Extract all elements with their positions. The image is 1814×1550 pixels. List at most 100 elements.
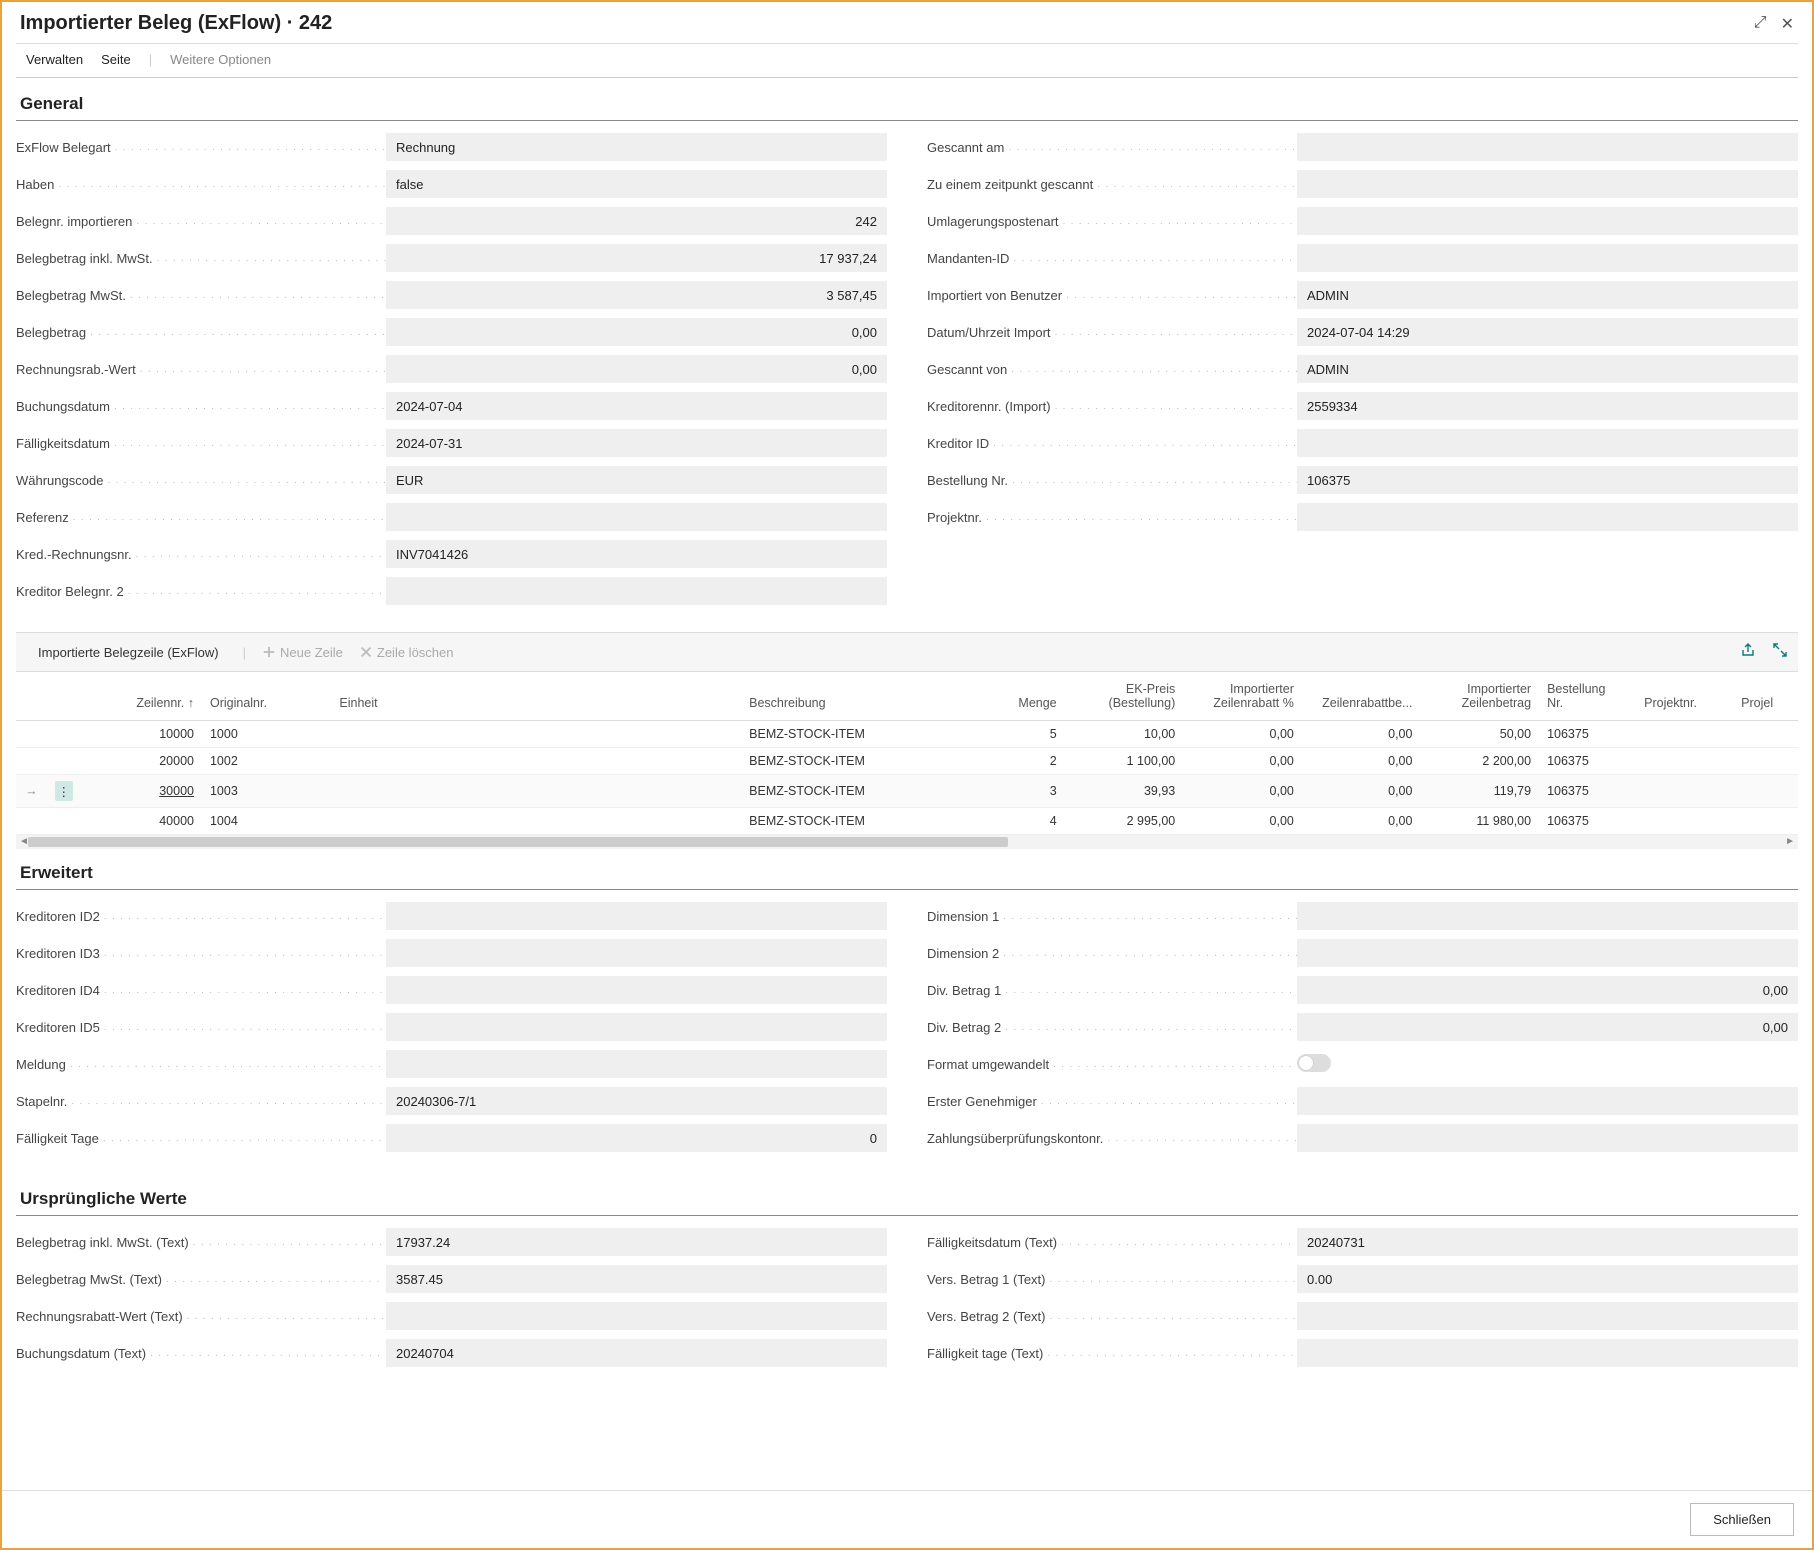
cell-ekpreis[interactable]: 2 995,00 bbox=[1065, 808, 1184, 835]
general-field[interactable]: Rechnung bbox=[386, 133, 887, 161]
share-icon[interactable] bbox=[1740, 642, 1756, 662]
cell-zeilenrabattbe[interactable]: 0,00 bbox=[1302, 775, 1421, 808]
cell-einheit[interactable] bbox=[331, 775, 741, 808]
urspruenglich-field[interactable]: 20240704 bbox=[386, 1339, 887, 1367]
tab-seite[interactable]: Seite bbox=[101, 52, 131, 67]
col-projel[interactable]: Projel bbox=[1733, 672, 1798, 721]
general-field[interactable]: 2024-07-04 bbox=[386, 392, 887, 420]
cell-projektnr[interactable] bbox=[1636, 748, 1733, 775]
cell-zeilenbetrag[interactable]: 2 200,00 bbox=[1420, 748, 1539, 775]
cell-projel[interactable] bbox=[1733, 721, 1798, 748]
cell-menge[interactable]: 4 bbox=[978, 808, 1064, 835]
cell-zeilennr[interactable]: 20000 bbox=[83, 748, 202, 775]
general-field[interactable]: INV7041426 bbox=[386, 540, 887, 568]
table-row[interactable]: 200001002BEMZ-STOCK-ITEM21 100,000,000,0… bbox=[16, 748, 1798, 775]
row-menu-button[interactable]: ⋮ bbox=[55, 781, 73, 801]
cell-zeilenbetrag[interactable]: 11 980,00 bbox=[1420, 808, 1539, 835]
delete-line-button[interactable]: Zeile löschen bbox=[359, 645, 454, 660]
cell-beschreibung[interactable]: BEMZ-STOCK-ITEM bbox=[741, 775, 978, 808]
urspruenglich-field[interactable]: 17937.24 bbox=[386, 1228, 887, 1256]
row-selector[interactable] bbox=[16, 808, 47, 835]
row-selector[interactable] bbox=[16, 721, 47, 748]
horizontal-scrollbar[interactable]: ◄ ► bbox=[16, 835, 1798, 849]
erweitert-field[interactable]: 0,00 bbox=[1297, 976, 1798, 1004]
close-icon[interactable]: ✕ bbox=[1781, 14, 1794, 34]
collapse-icon[interactable]: ⤢ bbox=[1754, 14, 1767, 34]
col-originalnr[interactable]: Originalnr. bbox=[202, 672, 331, 721]
cell-zeilenrabattbe[interactable]: 0,00 bbox=[1302, 721, 1421, 748]
subgrid-title[interactable]: Importierte Belegzeile (ExFlow) bbox=[26, 645, 227, 660]
col-menge[interactable]: Menge bbox=[978, 672, 1064, 721]
col-zeilenrabattbe[interactable]: Zeilenrabattbe... bbox=[1302, 672, 1421, 721]
general-field[interactable]: 0,00 bbox=[386, 355, 887, 383]
cell-bestellungnr[interactable]: 106375 bbox=[1539, 808, 1636, 835]
cell-einheit[interactable] bbox=[331, 808, 741, 835]
general-field[interactable]: ADMIN bbox=[1297, 355, 1798, 383]
erweitert-field[interactable] bbox=[386, 939, 887, 967]
urspruenglich-field[interactable] bbox=[1297, 1339, 1798, 1367]
cell-originalnr[interactable]: 1004 bbox=[202, 808, 331, 835]
general-field[interactable]: 2559334 bbox=[1297, 392, 1798, 420]
urspruenglich-field[interactable]: 20240731 bbox=[1297, 1228, 1798, 1256]
cell-zeilenbetrag[interactable]: 119,79 bbox=[1420, 775, 1539, 808]
erweitert-field[interactable] bbox=[386, 976, 887, 1004]
cell-zeilennr[interactable]: 10000 bbox=[83, 721, 202, 748]
urspruenglich-field[interactable]: 0.00 bbox=[1297, 1265, 1798, 1293]
erweitert-field[interactable] bbox=[1297, 902, 1798, 930]
scroll-thumb[interactable] bbox=[28, 837, 1008, 847]
tab-weitere-optionen[interactable]: Weitere Optionen bbox=[170, 52, 271, 67]
general-field[interactable] bbox=[386, 503, 887, 531]
erweitert-field[interactable] bbox=[1297, 1087, 1798, 1115]
general-field[interactable]: false bbox=[386, 170, 887, 198]
general-field[interactable]: 17 937,24 bbox=[386, 244, 887, 272]
general-field[interactable] bbox=[1297, 503, 1798, 531]
table-row[interactable]: 400001004BEMZ-STOCK-ITEM42 995,000,000,0… bbox=[16, 808, 1798, 835]
cell-bestellungnr[interactable]: 106375 bbox=[1539, 748, 1636, 775]
general-field[interactable]: 242 bbox=[386, 207, 887, 235]
cell-projel[interactable] bbox=[1733, 775, 1798, 808]
col-zeilenrabattpct[interactable]: ImportierterZeilenrabatt % bbox=[1183, 672, 1302, 721]
erweitert-field[interactable] bbox=[386, 1050, 887, 1078]
general-field[interactable]: ADMIN bbox=[1297, 281, 1798, 309]
cell-projel[interactable] bbox=[1733, 748, 1798, 775]
table-row[interactable]: 100001000BEMZ-STOCK-ITEM510,000,000,0050… bbox=[16, 721, 1798, 748]
cell-einheit[interactable] bbox=[331, 721, 741, 748]
general-field[interactable] bbox=[1297, 429, 1798, 457]
general-field[interactable]: EUR bbox=[386, 466, 887, 494]
col-projektnr[interactable]: Projektnr. bbox=[1636, 672, 1733, 721]
cell-zeilenrabattbe[interactable]: 0,00 bbox=[1302, 748, 1421, 775]
tab-verwalten[interactable]: Verwalten bbox=[26, 52, 83, 67]
general-field[interactable] bbox=[1297, 133, 1798, 161]
format-umgewandelt-toggle[interactable] bbox=[1297, 1054, 1331, 1072]
general-field[interactable] bbox=[1297, 207, 1798, 235]
erweitert-field[interactable]: 0 bbox=[386, 1124, 887, 1152]
cell-projektnr[interactable] bbox=[1636, 721, 1733, 748]
cell-zeilennr[interactable]: 40000 bbox=[83, 808, 202, 835]
general-field[interactable]: 0,00 bbox=[386, 318, 887, 346]
urspruenglich-field[interactable]: 3587.45 bbox=[386, 1265, 887, 1293]
general-field[interactable]: 2024-07-31 bbox=[386, 429, 887, 457]
cell-zeilennr[interactable]: 30000 bbox=[83, 775, 202, 808]
new-line-button[interactable]: Neue Zeile bbox=[262, 645, 343, 660]
cell-projel[interactable] bbox=[1733, 808, 1798, 835]
cell-einheit[interactable] bbox=[331, 748, 741, 775]
cell-projektnr[interactable] bbox=[1636, 808, 1733, 835]
general-field[interactable]: 106375 bbox=[1297, 466, 1798, 494]
col-ekpreis[interactable]: EK-Preis(Bestellung) bbox=[1065, 672, 1184, 721]
cell-menge[interactable]: 5 bbox=[978, 721, 1064, 748]
cell-originalnr[interactable]: 1000 bbox=[202, 721, 331, 748]
general-field[interactable]: 2024-07-04 14:29 bbox=[1297, 318, 1798, 346]
expand-icon[interactable] bbox=[1772, 642, 1788, 662]
erweitert-field[interactable] bbox=[1297, 1124, 1798, 1152]
cell-beschreibung[interactable]: BEMZ-STOCK-ITEM bbox=[741, 721, 978, 748]
cell-zeilenrabattpct[interactable]: 0,00 bbox=[1183, 808, 1302, 835]
general-field[interactable] bbox=[386, 577, 887, 605]
col-beschreibung[interactable]: Beschreibung bbox=[741, 672, 978, 721]
col-zeilennr[interactable]: Zeilennr. ↑ bbox=[83, 672, 202, 721]
erweitert-field[interactable]: 0,00 bbox=[1297, 1013, 1798, 1041]
general-field[interactable] bbox=[1297, 244, 1798, 272]
row-selector[interactable] bbox=[16, 748, 47, 775]
cell-originalnr[interactable]: 1002 bbox=[202, 748, 331, 775]
cell-zeilenrabattbe[interactable]: 0,00 bbox=[1302, 808, 1421, 835]
close-button[interactable]: Schließen bbox=[1690, 1503, 1794, 1536]
